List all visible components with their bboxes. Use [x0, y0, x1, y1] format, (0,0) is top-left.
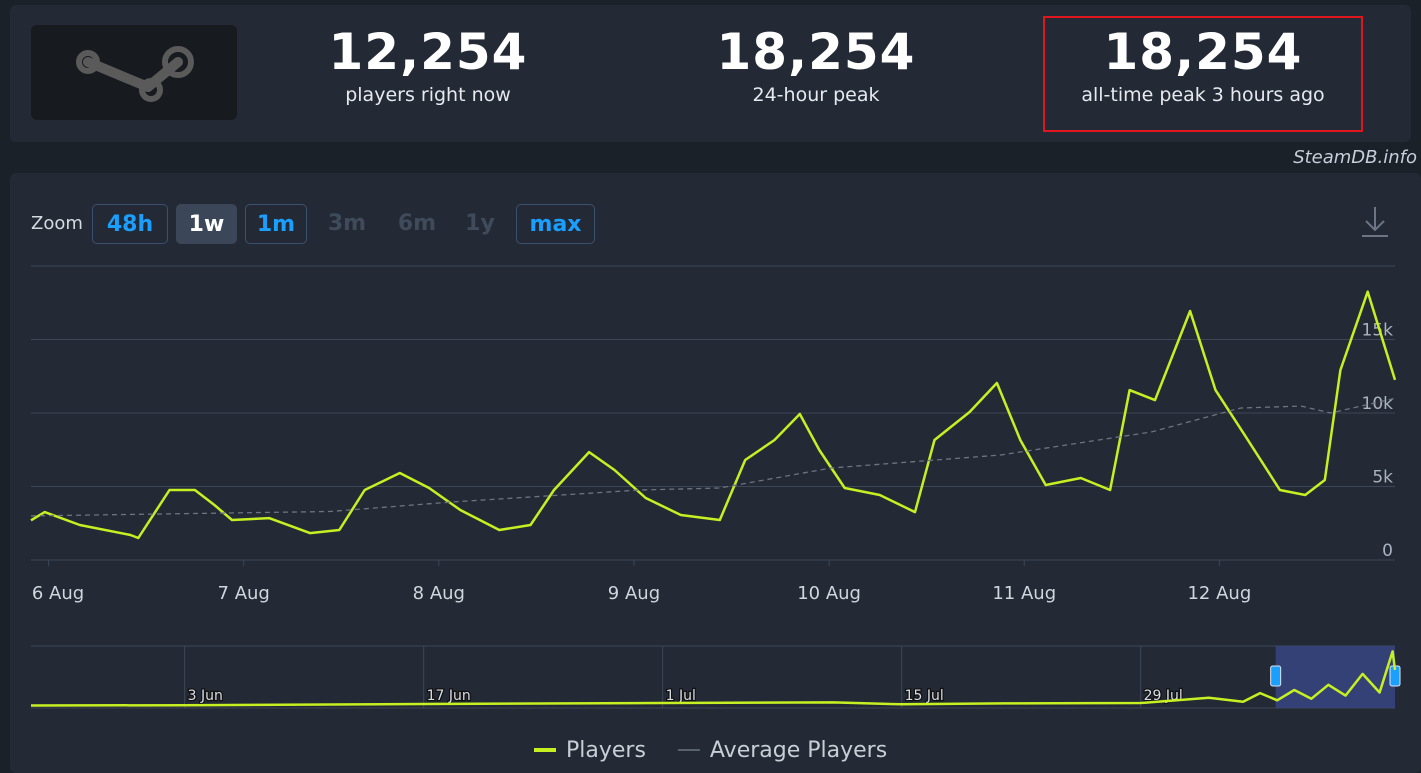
stat-value: 18,254 — [716, 23, 916, 81]
watermark: SteamDB.info — [1293, 147, 1417, 168]
x-tick-label: 7 Aug — [218, 583, 270, 604]
y-tick-label: 10k — [1362, 394, 1394, 414]
stat: 18,254 all-time peak 3 hours ago — [1043, 16, 1363, 132]
stat: 12,254 players right now — [268, 23, 588, 109]
x-tick-label: 9 Aug — [608, 583, 660, 604]
zoom-button[interactable]: 1w — [176, 204, 237, 244]
zoom-button[interactable]: 48h — [92, 204, 168, 244]
navigator-tick-label: 17 Jun — [427, 688, 471, 704]
chart-panel — [10, 173, 1421, 773]
stats-panel: 12,254 players right now 18,254 24-hour pea… — [10, 5, 1411, 142]
zoom-button: 6m — [397, 211, 437, 236]
x-tick-label: 8 Aug — [413, 583, 465, 604]
stat-label: players right now — [345, 84, 511, 106]
y-tick-label: 5k — [1372, 468, 1393, 488]
navigator-selection[interactable] — [1275, 646, 1395, 708]
zoom-button[interactable]: max — [516, 204, 595, 244]
navigator-tick-label: 15 Jul — [905, 688, 944, 704]
zoom-button[interactable]: 1m — [245, 204, 307, 244]
steam-icon — [76, 46, 194, 102]
zoom-button: 1y — [465, 211, 495, 236]
legend-label[interactable]: Average Players — [710, 738, 887, 763]
navigator-tick-label: 1 Jul — [666, 688, 696, 704]
navigator-handle[interactable] — [1270, 665, 1282, 687]
series-line — [30, 650, 1397, 707]
navigator-tick-label: 17 Jun — [427, 688, 471, 704]
series-line — [30, 397, 1396, 517]
stat-label: 24-hour peak — [752, 84, 880, 106]
stat: 18,254 24-hour peak — [656, 23, 976, 109]
game-logo — [31, 25, 237, 120]
navigator-tick-label: 3 Jun — [188, 688, 223, 704]
navigator-tick-label: 1 Jul — [666, 688, 696, 704]
x-tick-label: 6 Aug — [32, 583, 84, 604]
zoom-label: Zoom — [31, 213, 83, 234]
series-line — [30, 290, 1397, 540]
zoom-button: 3m — [327, 211, 367, 236]
x-tick-label: 10 Aug — [797, 583, 861, 604]
navigator-tick-label: 3 Jun — [188, 688, 223, 704]
stat-value: 18,254 — [1103, 23, 1303, 81]
legend-label[interactable]: Players — [566, 738, 646, 763]
download-icon[interactable] — [1362, 207, 1388, 237]
x-tick-label: 12 Aug — [1187, 583, 1251, 604]
y-tick-label: 0 — [1382, 541, 1393, 561]
x-tick-label: 11 Aug — [992, 583, 1056, 604]
stat-value: 12,254 — [328, 23, 528, 81]
y-tick-label: 15k — [1362, 321, 1394, 341]
navigator-tick-label: 15 Jul — [905, 688, 944, 704]
stat-label: all-time peak 3 hours ago — [1081, 84, 1325, 106]
